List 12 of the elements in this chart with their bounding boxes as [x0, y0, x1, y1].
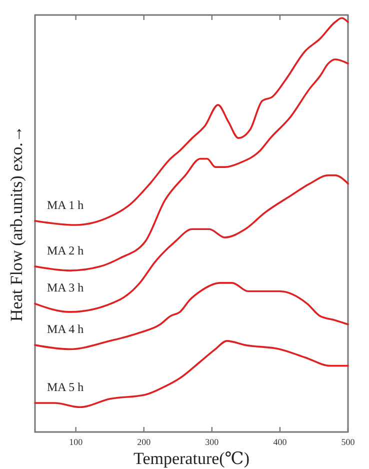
series-label: MA 3 h: [47, 280, 84, 295]
x-tick-label: 400: [273, 437, 288, 447]
x-tick-label: 100: [69, 437, 84, 447]
series-label: MA 5 h: [47, 380, 84, 394]
x-axis-title: Temperature(℃): [134, 449, 250, 468]
y-axis-title: Heat Flow (arb.units) exo.→: [7, 126, 26, 322]
series-label: MA 2 h: [47, 243, 84, 258]
x-tick-label: 300: [205, 437, 220, 447]
series-label: MA 1 h: [47, 198, 84, 212]
x-tick-label: 500: [341, 437, 356, 447]
series-label: MA 4 h: [47, 322, 84, 336]
x-tick-label: 200: [137, 437, 152, 447]
